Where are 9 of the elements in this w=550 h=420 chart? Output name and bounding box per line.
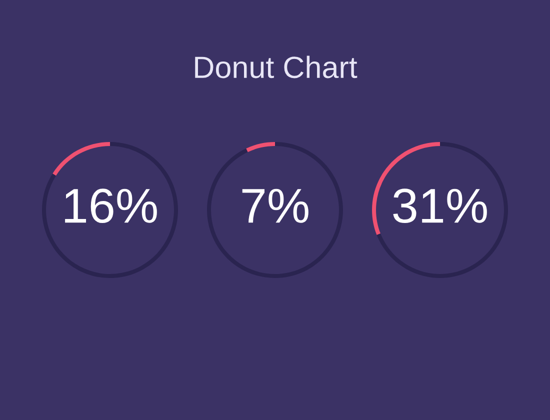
donut-slice: [52, 142, 110, 176]
data-label: 16%: [65, 188, 157, 224]
data-label: 7%: [242, 188, 308, 223]
donut-slice: [207, 142, 343, 278]
chart-title: Donut Chart: [195, 56, 358, 78]
donut-slice: [246, 142, 275, 152]
donut-slice: [42, 142, 178, 278]
donut-slice: [376, 142, 508, 278]
data-label: 31%: [393, 188, 487, 224]
